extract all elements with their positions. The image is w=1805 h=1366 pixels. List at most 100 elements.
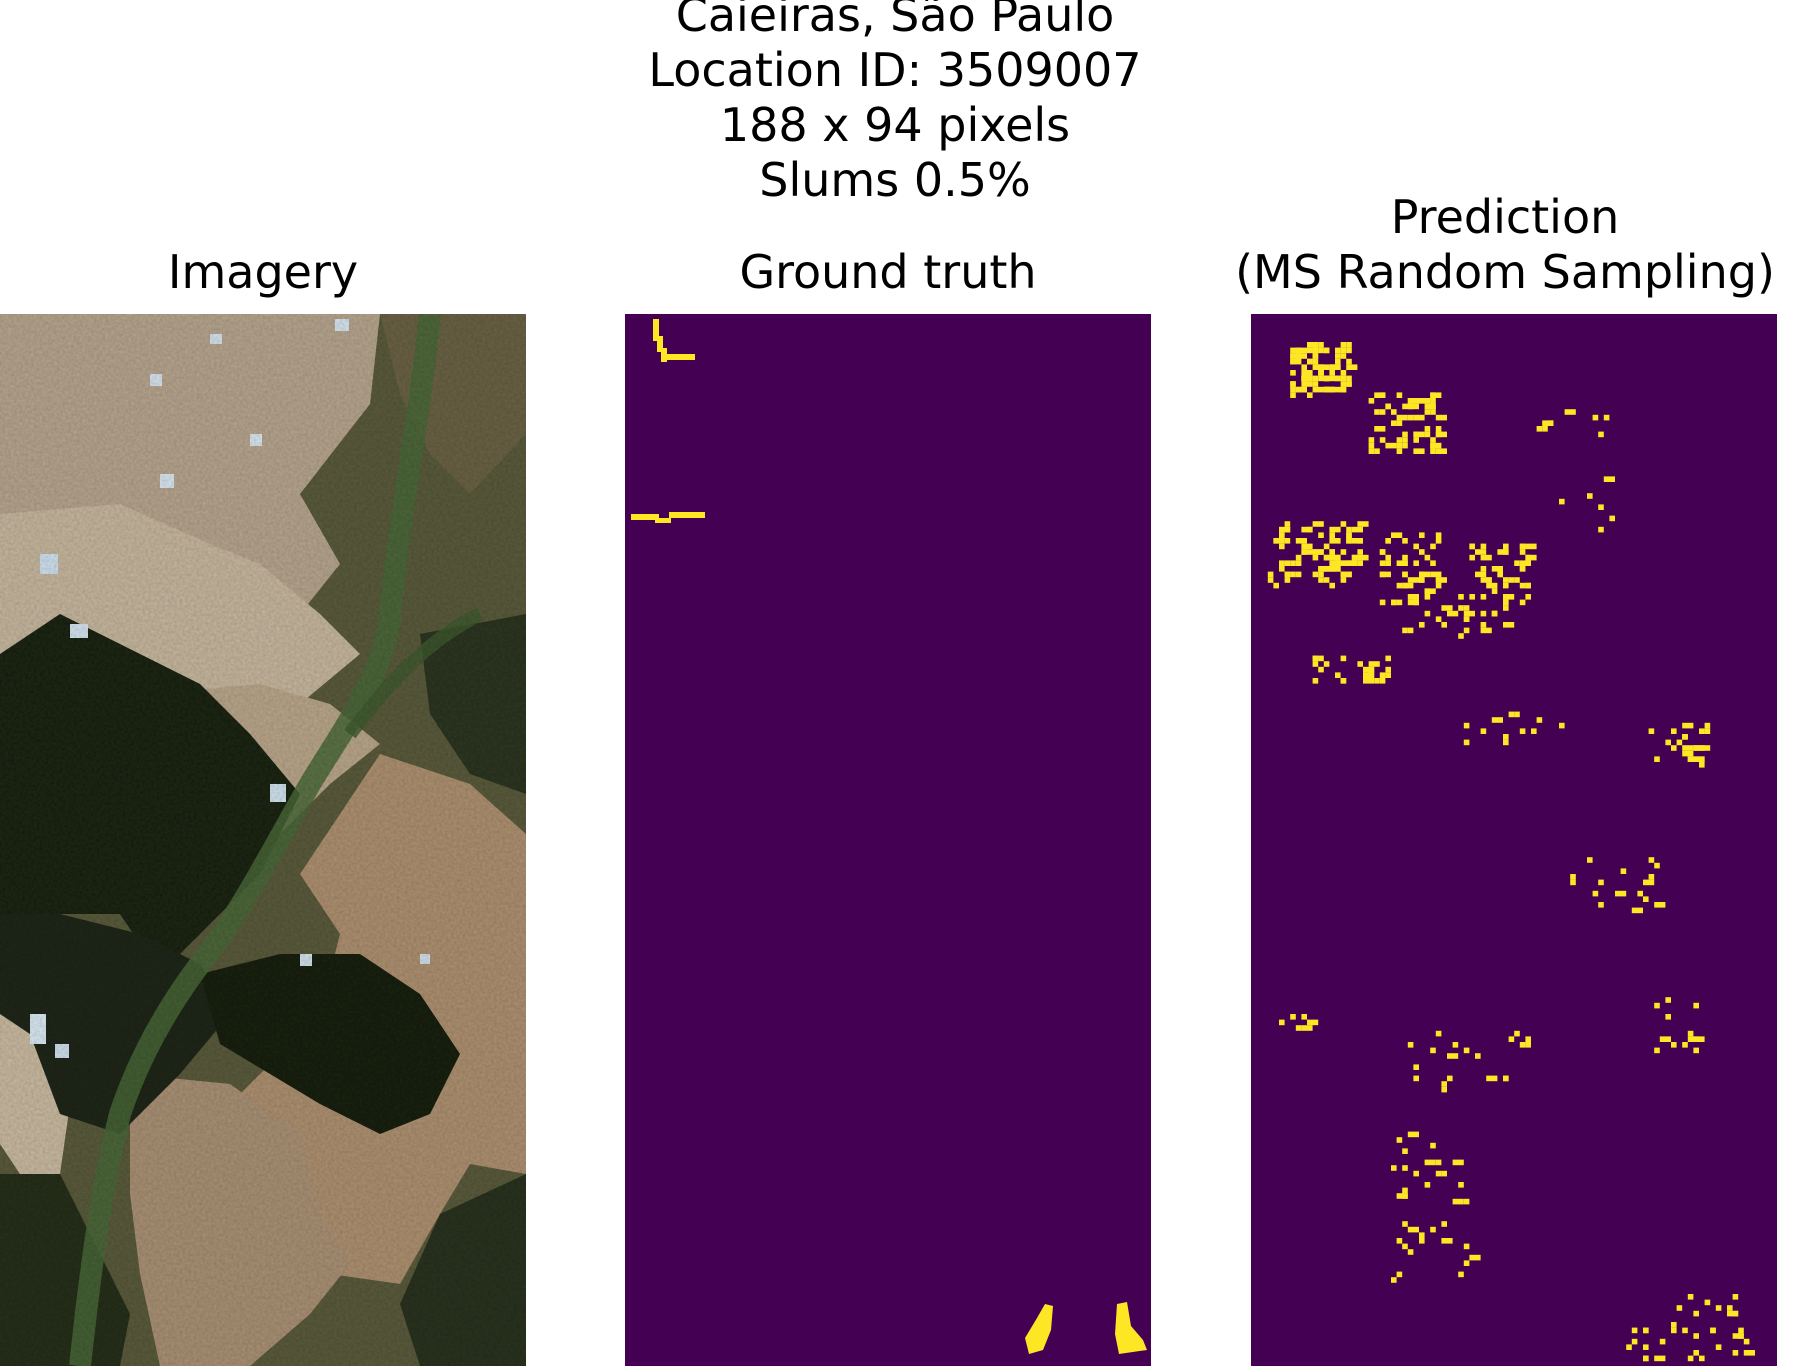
predicted-pixel [1323, 375, 1330, 382]
predicted-pixel [1340, 521, 1347, 527]
predicted-pixel [1346, 375, 1352, 382]
predicted-pixel [1592, 890, 1599, 897]
predicted-pixel [1301, 375, 1307, 382]
mask-background [1251, 314, 1777, 1366]
predicted-pixel [1693, 1036, 1705, 1042]
predicted-pixel [1402, 582, 1414, 589]
predicted-pixel [1402, 627, 1408, 634]
predicted-pixel [1307, 392, 1313, 398]
predicted-pixel [1323, 543, 1330, 550]
predicted-pixel [1671, 728, 1677, 734]
predicted-pixel [1665, 997, 1671, 1003]
predicted-pixel [1441, 1081, 1447, 1087]
predicted-pixel [1318, 666, 1324, 673]
predicted-pixel [1402, 431, 1408, 438]
predicted-pixel [1514, 577, 1520, 583]
predicted-pixel [1447, 1053, 1459, 1059]
predicted-pixel [1469, 543, 1475, 550]
predicted-pixel [1318, 577, 1324, 583]
predicted-pixel [1312, 661, 1319, 667]
predicted-pixel [1391, 1165, 1397, 1171]
predicted-pixel [1514, 1030, 1520, 1037]
predicted-pixel [1284, 521, 1291, 527]
predicted-pixel [1519, 566, 1526, 572]
predicted-pixel [1525, 594, 1531, 600]
predicted-pixel [1542, 420, 1554, 426]
predicted-pixel [1424, 588, 1431, 594]
predicted-pixel [1290, 386, 1296, 393]
predicted-pixel [1290, 560, 1296, 566]
predicted-pixel [1346, 532, 1352, 538]
predicted-pixel [1693, 1310, 1699, 1317]
predicted-pixel [1407, 627, 1414, 634]
predicted-pixel [1480, 543, 1487, 550]
predicted-pixel [1312, 521, 1324, 527]
predicted-pixel [1295, 386, 1302, 393]
predicted-pixel [1525, 582, 1531, 589]
predicted-pixel [1413, 431, 1419, 438]
predicted-pixel [1519, 543, 1526, 550]
predicted-pixel [1312, 678, 1319, 684]
predicted-pixel [1486, 582, 1498, 589]
predicted-pixel [1687, 1294, 1694, 1300]
predicted-pixel [1458, 605, 1464, 611]
predicted-pixel [1340, 560, 1347, 566]
predicted-pixel [1687, 1355, 1694, 1362]
predicted-pixel [1357, 560, 1363, 566]
predicted-pixel [1704, 728, 1711, 734]
predicted-pixel [1290, 358, 1302, 365]
predicted-pixel [1491, 717, 1503, 723]
predicted-pixel [1704, 722, 1711, 729]
predicted-pixel [1564, 409, 1576, 415]
predicted-pixel [1463, 605, 1470, 611]
predicted-pixel [1430, 398, 1436, 404]
predicted-pixel [1340, 375, 1347, 382]
predicted-pixel [1407, 1226, 1419, 1233]
predicted-pixel [1368, 442, 1375, 449]
predicted-pixel [1424, 1159, 1436, 1166]
predicted-pixel [1413, 1064, 1419, 1070]
predicted-pixel [1307, 526, 1313, 533]
predicted-pixel [1340, 342, 1347, 348]
predicted-pixel [1340, 655, 1347, 662]
predicted-pixel [1654, 1047, 1660, 1054]
predicted-pixel [1385, 655, 1391, 662]
predicted-pixel [1676, 739, 1683, 746]
predicted-pixel [1727, 1310, 1739, 1317]
predicted-pixel [1357, 521, 1369, 527]
predicted-pixel [1346, 526, 1352, 533]
predicted-pixel [1441, 622, 1447, 628]
predicted-pixel [1312, 353, 1319, 359]
predicted-pixel [1329, 370, 1335, 376]
predicted-pixel [1536, 717, 1543, 723]
predicted-pixel [1654, 1355, 1666, 1362]
predicted-pixel [1385, 554, 1391, 561]
predicted-pixel [1267, 577, 1274, 583]
predicted-pixel [1279, 560, 1285, 566]
predicted-pixel [1570, 879, 1576, 886]
predicted-pixel [1385, 538, 1391, 544]
predicted-pixel [1413, 560, 1419, 566]
predicted-pixel [1419, 577, 1425, 583]
predicted-pixel [1312, 386, 1324, 393]
predicted-pixel [1687, 756, 1699, 762]
urban-area [0, 1004, 70, 1174]
predicted-pixel [1379, 672, 1386, 678]
predicted-pixel [1307, 1019, 1319, 1026]
predicted-pixel [1385, 442, 1391, 449]
predicted-pixel [1318, 566, 1330, 572]
predicted-pixel [1368, 398, 1375, 404]
predicted-pixel [1346, 358, 1352, 365]
predicted-pixel [1503, 1075, 1509, 1082]
predicted-pixel [1307, 342, 1319, 348]
predicted-pixel [1603, 476, 1615, 482]
ground-truth-panel [625, 314, 1151, 1366]
predicted-pixel [1424, 409, 1431, 415]
predicted-pixel [1279, 1019, 1285, 1026]
predicted-pixel [1318, 364, 1330, 370]
predicted-pixel [1458, 1182, 1464, 1188]
predicted-pixel [1396, 1238, 1403, 1244]
predicted-pixel [1357, 554, 1369, 561]
predicted-pixel [1497, 566, 1503, 572]
predicted-pixel [1385, 560, 1391, 566]
